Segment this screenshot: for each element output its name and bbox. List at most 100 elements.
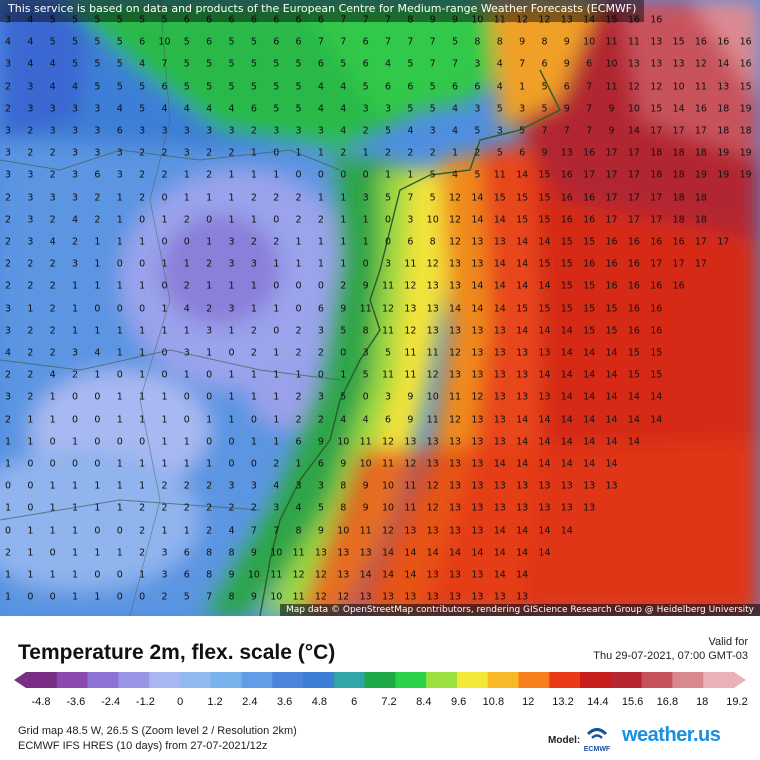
grid-value: 1 (273, 436, 280, 448)
grid-value: 1 (72, 480, 79, 492)
grid-value: 18 (694, 147, 707, 159)
grid-value: 19 (694, 169, 707, 181)
grid-value: 1 (362, 147, 369, 159)
grid-value: 4 (49, 58, 56, 70)
grid-value: 3 (49, 103, 56, 115)
grid-value: 3 (384, 258, 392, 270)
grid-value: 16 (560, 169, 573, 181)
grid-value: 1 (452, 147, 459, 159)
grid-value: 3 (362, 103, 369, 115)
grid-value: 14 (516, 569, 529, 581)
scale-swatch (641, 672, 673, 688)
grid-value: 9 (541, 147, 548, 159)
grid-value: 3 (384, 391, 392, 403)
grid-value: 2 (206, 169, 213, 181)
grid-value: 5 (340, 391, 347, 403)
grid-value: 14 (471, 214, 484, 226)
grid-value: 1 (161, 414, 168, 426)
temperature-map[interactable]: 3 4 5 5 5 5 5 5 6 6 6 6 6 6 6 7 7 7 8 9 9 10 11 12 12 13 14 15 16 16 4… (0, 0, 760, 616)
grid-value: 5 (228, 36, 235, 48)
grid-value: 4 (362, 414, 369, 426)
grid-value: 4 (317, 81, 324, 93)
scale-tick-label: 12 (522, 696, 535, 708)
grid-value: 13 (650, 58, 663, 70)
grid-value: 10 (583, 36, 596, 48)
grid-value: 13 (650, 36, 663, 48)
scale-tick-label: -4.8 (31, 696, 51, 708)
grid-value: 9 (250, 591, 257, 603)
grid-value: 6 (183, 547, 190, 559)
grid-value: 1 (72, 569, 79, 581)
grid-value: 13 (404, 436, 417, 448)
grid-value: 11 (381, 325, 395, 337)
scale-swatch (456, 672, 489, 688)
grid-value: 4 (116, 103, 123, 115)
grid-value: 0 (273, 214, 280, 226)
grid-value: 13 (493, 369, 506, 381)
grid-value: 16 (694, 103, 707, 115)
grid-value: 13 (471, 525, 484, 537)
grid-value: 0 (27, 458, 34, 470)
grid-value: 19 (739, 147, 752, 159)
ecmwf-logo-icon: ECMWF (584, 728, 611, 753)
grid-value: 12 (426, 258, 439, 270)
grid-value: 5 (384, 192, 392, 204)
grid-value: 1 (250, 303, 257, 315)
valid-for-label: Valid for (708, 636, 748, 648)
grid-value: 0 (384, 214, 392, 226)
grid-value: 1 (72, 547, 79, 559)
grid-value: 2 (161, 169, 168, 181)
grid-value: 14 (583, 347, 596, 359)
grid-value: 4 (228, 103, 235, 115)
grid-value: 3 (295, 480, 302, 492)
grid-value: 0 (94, 569, 101, 581)
grid-value: 1 (4, 591, 12, 603)
grid-value: 2 (139, 525, 146, 537)
grid-value: 13 (627, 58, 640, 70)
grid-value: 13 (493, 236, 506, 248)
grid-value: 1 (116, 502, 123, 514)
grid-value: 0 (116, 369, 123, 381)
grid-value: 2 (49, 214, 56, 226)
grid-value: 16 (605, 280, 618, 292)
grid-value: 4 (228, 525, 235, 537)
grid-value: 12 (650, 81, 663, 93)
grid-value: 0 (4, 480, 12, 492)
grid-value: 10 (270, 547, 283, 559)
grid-value: 4 (452, 103, 459, 115)
grid-value: 1 (94, 480, 101, 492)
grid-value: 0 (94, 303, 101, 315)
weather-us-logo[interactable]: weather.us (622, 724, 721, 746)
grid-value: 15 (583, 303, 596, 315)
grid-value: 4 (49, 369, 56, 381)
grid-value: 5 (429, 103, 436, 115)
grid-value: 13 (426, 436, 439, 448)
grid-value: 0 (295, 169, 302, 181)
grid-value: 13 (516, 347, 529, 359)
grid-value: 7 (407, 192, 414, 204)
grid-value: 6 (139, 36, 146, 48)
grid-value: 13 (493, 347, 506, 359)
map-attribution[interactable]: Map data © OpenStreetMap contributors, r… (280, 604, 760, 616)
grid-value: 1 (161, 436, 168, 448)
grid-value: 3 (228, 258, 235, 270)
grid-value: 18 (694, 214, 707, 226)
grid-value: 1 (384, 169, 392, 181)
grid-value: 14 (516, 325, 529, 337)
grid-value: 3 (116, 169, 123, 181)
grid-value: 15 (605, 14, 618, 26)
grid-value: 14 (605, 458, 618, 470)
grid-value: 3 (295, 125, 302, 137)
grid-value: 4 (161, 103, 168, 115)
scale-swatch (672, 672, 704, 688)
grid-value: 1 (94, 325, 101, 337)
grid-value: 4 (72, 214, 79, 226)
grid-value: 1 (72, 303, 79, 315)
grid-value: 2 (49, 347, 56, 359)
grid-value: 1 (116, 391, 123, 403)
grid-value: 8 (340, 480, 347, 492)
grid-value: 14 (560, 391, 573, 403)
grid-value: 14 (381, 569, 395, 581)
grid-value: 16 (627, 236, 640, 248)
grid-value: 3 (4, 58, 12, 70)
